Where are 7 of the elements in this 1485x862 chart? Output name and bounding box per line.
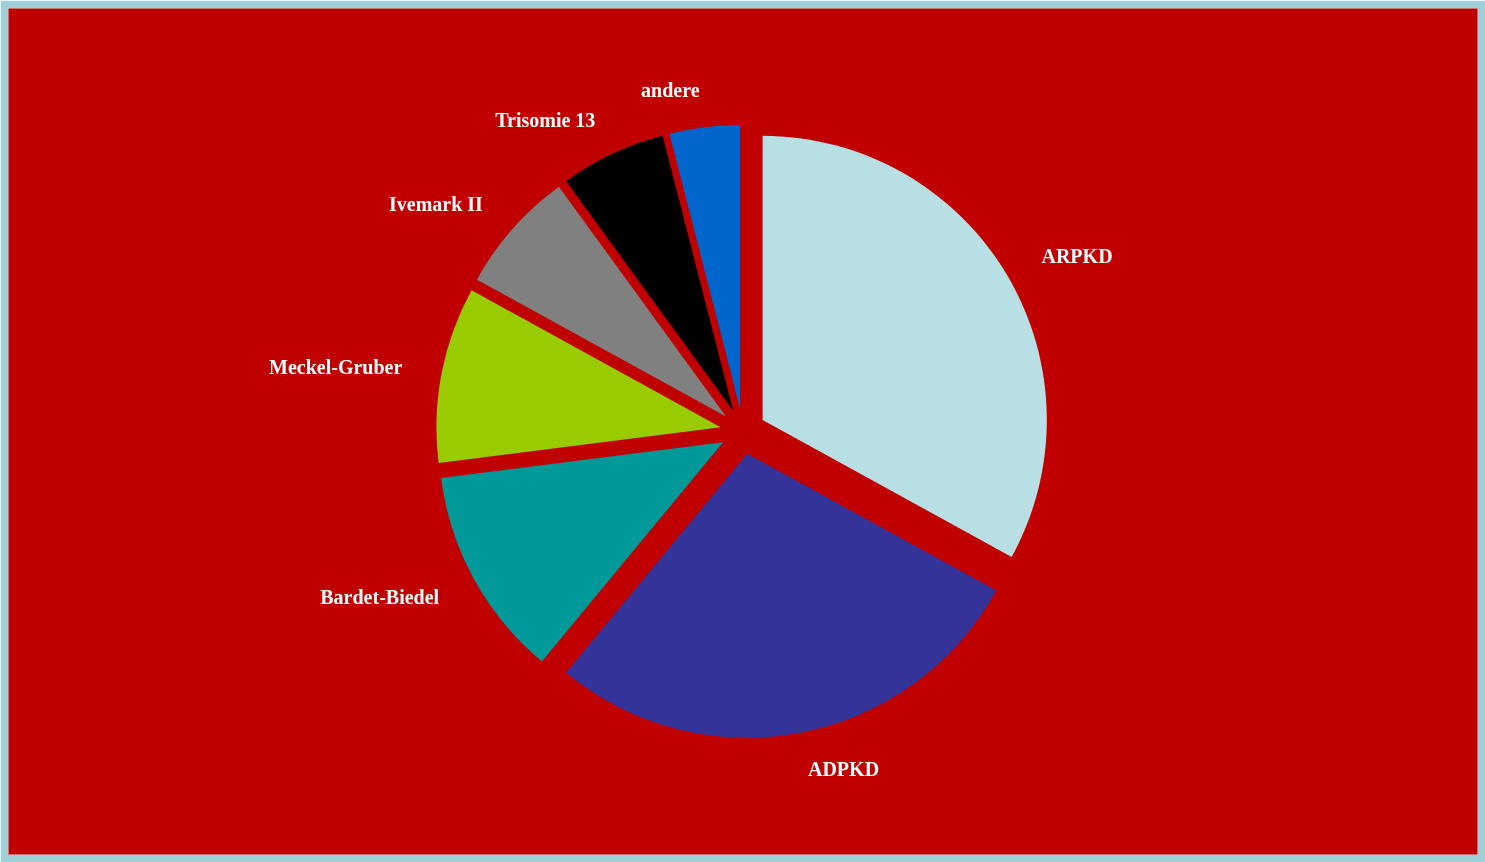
slice-label: Trisomie 13	[495, 109, 596, 132]
slice-label: Bardet-Biedel	[320, 586, 440, 609]
slice-label: ADPKD	[807, 758, 880, 781]
slice-label: ARPKD	[1041, 245, 1113, 268]
slice-label: andere	[641, 79, 700, 102]
slice-label: Ivemark II	[389, 192, 484, 215]
slice-label: Meckel-Gruber	[269, 356, 403, 379]
